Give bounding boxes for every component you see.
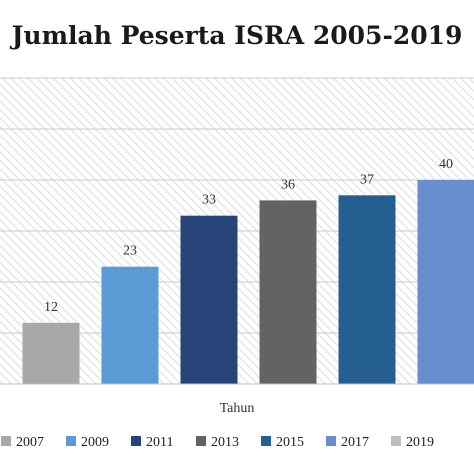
legend-swatch-2013 xyxy=(196,436,206,446)
bars xyxy=(22,180,474,384)
x-axis-label: Tahun xyxy=(220,401,255,416)
chart-title: Jumlah Peserta ISRA 2005-2019 xyxy=(10,21,463,50)
legend-swatch-2007 xyxy=(1,436,11,446)
value-label-2015: 37 xyxy=(360,172,374,187)
legend-swatch-2015 xyxy=(261,436,271,446)
value-labels: 12 23 33 36 37 40 xyxy=(44,157,453,315)
legend-swatch-2009 xyxy=(66,436,76,446)
legend-label-2017: 2017 xyxy=(341,435,369,450)
legend-label-2011: 2011 xyxy=(146,435,173,450)
bar-2013 xyxy=(259,200,317,384)
legend-swatch-2019 xyxy=(391,436,401,446)
bar-2007 xyxy=(22,322,80,384)
bar-2011 xyxy=(180,215,238,384)
legend-label-2007: 2007 xyxy=(16,435,44,450)
bar-2017 xyxy=(417,180,474,384)
legend-swatch-2017 xyxy=(326,436,336,446)
legend-label-2019: 2019 xyxy=(406,435,434,450)
legend-label-2015: 2015 xyxy=(276,435,304,450)
value-label-2009: 23 xyxy=(123,244,137,259)
bar-2009 xyxy=(101,266,159,384)
value-label-2013: 36 xyxy=(281,177,295,192)
value-label-2007: 12 xyxy=(44,300,58,315)
value-label-2011: 33 xyxy=(202,193,216,208)
legend-label-2013: 2013 xyxy=(211,435,239,450)
legend-label-2009: 2009 xyxy=(81,435,109,450)
value-label-2017: 40 xyxy=(439,157,453,172)
legend: 20052007200920112013201520172019 xyxy=(1,435,434,450)
legend-swatch-2011 xyxy=(131,436,141,446)
bar-2015 xyxy=(338,195,396,384)
